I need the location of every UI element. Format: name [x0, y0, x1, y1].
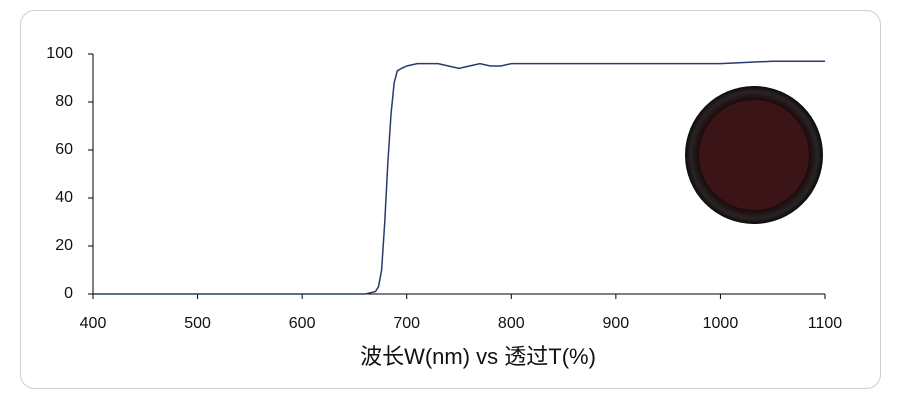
- y-tick-label: 60: [55, 141, 73, 158]
- x-tick-label: 800: [498, 315, 525, 332]
- x-tick-label: 400: [80, 315, 107, 332]
- x-tick-label: 1000: [703, 315, 739, 332]
- x-tick-label: 600: [289, 315, 316, 332]
- y-tick-label: 0: [64, 285, 73, 302]
- transmission-line: [93, 60, 825, 295]
- x-tick-label: 700: [393, 315, 420, 332]
- x-axis-title: 波长W(nm) vs 透过T(%): [360, 344, 596, 369]
- x-tick-label: 500: [184, 315, 211, 332]
- filter-glass: [699, 100, 809, 210]
- y-tick-label: 20: [55, 237, 73, 254]
- x-tick-label: 1100: [808, 315, 843, 332]
- y-tick-label: 100: [46, 45, 73, 62]
- y-tick-label: 40: [55, 189, 73, 206]
- x-tick-label: 900: [603, 315, 630, 332]
- y-tick-label: 80: [55, 93, 73, 110]
